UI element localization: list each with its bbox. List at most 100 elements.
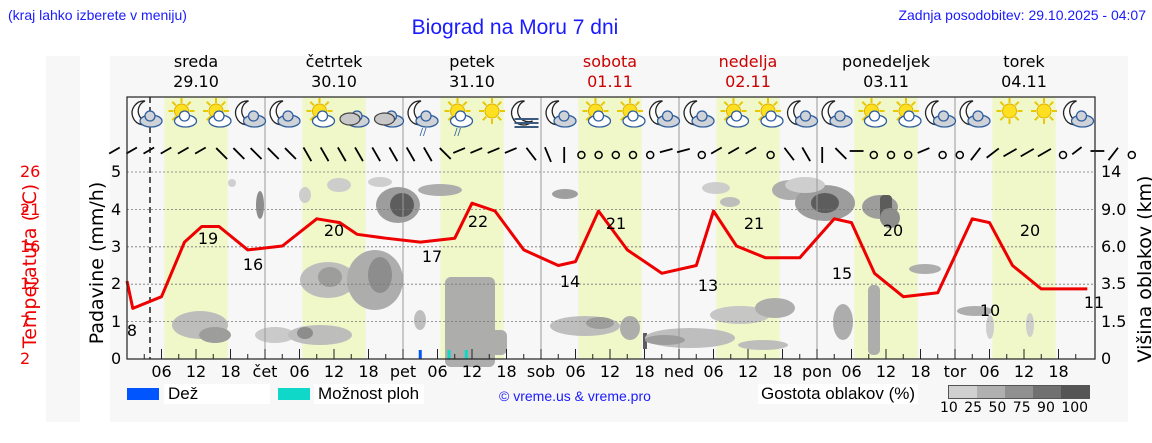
rain-swatch [127,388,159,400]
x-tick: sob [526,362,556,381]
calm-wind-icon [628,150,638,160]
temp-annotation: 16 [243,255,263,274]
day-header: nedelja 02.11 [679,52,817,92]
temp-annotation: 22 [468,212,488,231]
wind-barb-icon [1037,148,1052,158]
temp-annotation: 19 [198,229,218,248]
day-date: 03.11 [863,72,909,91]
sun-icon [996,98,1023,124]
x-tick: 18 [910,362,931,381]
temp-annotation: 8 [127,321,137,340]
day-date: 30.10 [311,72,357,91]
cloud-height-tick: 0 [1101,349,1112,368]
x-tick: 06 [703,362,724,381]
calm-wind-icon [869,150,879,160]
x-tick: 12 [323,362,345,381]
x-tick: 06 [151,362,172,381]
wind-barb-icon [405,147,416,162]
x-tick: 18 [358,362,379,381]
sun-icon [1031,98,1057,124]
temp-annotation: 20 [324,221,344,240]
x-tick: 06 [979,362,1000,381]
x-tick: tor [943,362,967,381]
wind-barb-icon [710,146,723,155]
sun-cloud-icon [858,98,888,128]
day-date: 29.10 [173,72,219,91]
x-tick: 12 [737,362,759,381]
day-header: sreda 29.10 [127,52,265,92]
copyright-link[interactable]: © vreme.us & vreme.pro [499,388,651,404]
wind-barb-icon [267,147,280,160]
calm-wind-icon [886,150,896,160]
precip-tick: 5 [111,162,122,181]
cloud-height-tick: 1.5 [1101,312,1127,331]
cloud-height-tick: 14 [1101,162,1122,181]
sun-cloud-icon [617,98,646,128]
calm-wind-icon [697,150,707,160]
sun-cloud-icon [203,98,232,128]
wind-barb-icon [319,147,330,162]
rain-legend-label: Dež [164,384,270,404]
moon-cloud-icon [683,100,715,128]
precip-tick: 1 [111,312,122,331]
wind-barb-icon [487,147,500,154]
calm-wind-icon [1058,150,1068,160]
wind-barb-icon [544,146,552,163]
wind-barb-icon [1020,148,1035,158]
temp-annotation: 20 [1020,221,1040,240]
precip-tick: 2 [111,274,122,293]
wind-barb-icon [284,147,297,160]
precip-tick: 4 [111,200,122,219]
calm-wind-icon [645,150,655,160]
wind-barb-icon [676,148,690,154]
plot-frame [126,96,1096,360]
wind-barb-icon [423,147,433,162]
wind-barb-icon [659,148,673,154]
temp-axis-panel [46,56,80,422]
location-hint: (kraj lahko izberete v meniju) [8,7,187,23]
wind-barb-icon [834,147,847,160]
wind-barb-icon [143,146,155,155]
calm-wind-icon [955,150,965,160]
wind-barb-icon [160,146,172,155]
moon-cloud-icon [1062,100,1095,128]
temp-annotation: 17 [422,247,442,266]
wind-barb-icon [371,147,381,162]
moon-cloud-icon [234,100,267,128]
day-name: torek [1003,52,1045,71]
temp-annotation: 21 [606,214,626,233]
temp-tick: 21 [20,200,41,219]
temp-annotation: 20 [883,221,903,240]
wind-barbs [108,146,1137,163]
day-date: 02.11 [725,72,771,91]
x-tick: 12 [461,362,483,381]
temp-annotation: 15 [832,264,852,283]
cloud-height-tick: 9.0 [1101,200,1127,219]
svg-text://: // [454,127,461,138]
temp-annotation: 21 [744,214,764,233]
sun-cloud-icon [582,98,612,128]
wind-barb-icon [849,150,864,152]
sun-icon [479,98,505,124]
day-header: petek 31.10 [403,52,541,92]
wind-barb-icon [986,147,1000,159]
wind-barb-icon [125,146,138,155]
wind-barb-icon [194,146,207,155]
day-name: četrtek [305,52,363,71]
cloud-height-tick: 6.0 [1101,237,1127,256]
temp-tick: 7 [20,312,31,331]
wind-barb-icon [354,147,364,162]
moon-cloud-icon [786,100,819,128]
temperature-line [125,201,1088,310]
calm-wind-icon [938,150,947,160]
wind-barb-icon [525,147,537,161]
wind-barb-icon [1071,146,1083,156]
wind-barb-icon [1090,150,1105,152]
x-tick: čet [252,362,278,381]
cloud-density-scale [948,385,1090,399]
x-tick: pon [801,362,833,381]
x-tick: 18 [496,362,517,381]
wind-barb-icon [1003,148,1017,158]
moon-cloud-icon [131,100,163,128]
